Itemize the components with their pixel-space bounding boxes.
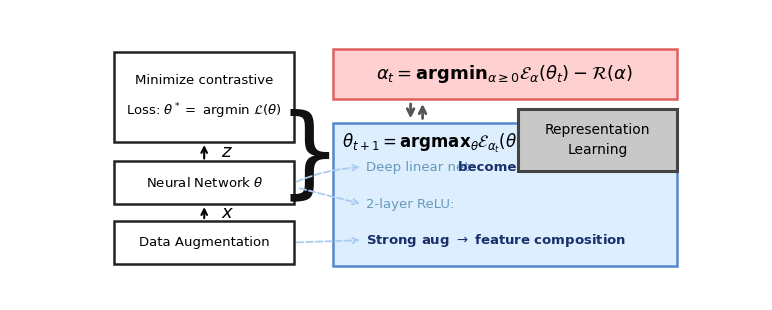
FancyBboxPatch shape xyxy=(333,49,677,99)
FancyBboxPatch shape xyxy=(114,51,294,142)
FancyBboxPatch shape xyxy=(333,123,677,266)
FancyBboxPatch shape xyxy=(114,161,294,204)
Text: becomes PCA: becomes PCA xyxy=(459,161,559,174)
Text: $z$: $z$ xyxy=(221,143,233,161)
Text: $\boldsymbol{\alpha_t} = \mathbf{argmin}_{\alpha \geq 0}\mathcal{E}_\alpha(\thet: $\boldsymbol{\alpha_t} = \mathbf{argmin}… xyxy=(377,63,633,85)
FancyBboxPatch shape xyxy=(518,109,677,171)
Text: Minimize contrastive: Minimize contrastive xyxy=(135,74,273,87)
FancyBboxPatch shape xyxy=(114,221,294,264)
Text: $x$: $x$ xyxy=(221,204,234,222)
Text: Neural Network $\theta$: Neural Network $\theta$ xyxy=(146,176,262,190)
Text: Deep linear net:: Deep linear net: xyxy=(366,161,486,174)
Text: Strong aug $\rightarrow$ feature composition: Strong aug $\rightarrow$ feature composi… xyxy=(366,232,626,249)
Text: Loss: $\theta^* = $ argmin $\mathcal{L}(\theta)$: Loss: $\theta^* = $ argmin $\mathcal{L}(… xyxy=(127,101,282,121)
Text: 2-layer ReLU:: 2-layer ReLU: xyxy=(366,198,454,211)
Text: }: } xyxy=(277,108,340,205)
Text: $\boldsymbol{\theta_{t+1}} = \mathbf{argmax}_\theta\mathcal{E}_{\alpha_t}(\theta: $\boldsymbol{\theta_{t+1}} = \mathbf{arg… xyxy=(342,132,523,155)
Text: Representation
Learning: Representation Learning xyxy=(545,123,650,157)
Text: Data Augmentation: Data Augmentation xyxy=(139,236,269,249)
